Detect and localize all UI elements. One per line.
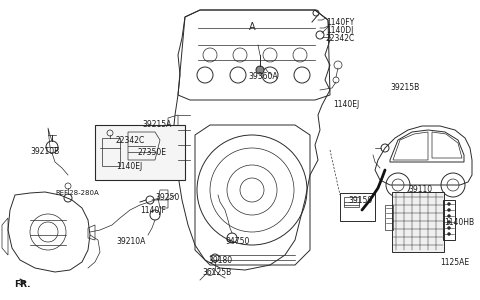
Text: 39210A: 39210A <box>116 237 145 246</box>
Text: 39215A: 39215A <box>142 120 171 129</box>
Text: 1140FY: 1140FY <box>326 18 354 27</box>
Text: 39250: 39250 <box>155 193 179 202</box>
Bar <box>95 125 185 180</box>
Bar <box>385 205 393 230</box>
Text: A: A <box>249 22 255 32</box>
Text: 1140JF: 1140JF <box>140 206 166 215</box>
Text: 27350E: 27350E <box>138 148 167 157</box>
Text: 22342C: 22342C <box>326 34 355 43</box>
Circle shape <box>256 66 264 74</box>
Text: 1140DJ: 1140DJ <box>326 26 353 35</box>
Text: 1140EJ: 1140EJ <box>333 100 359 109</box>
Text: 39215B: 39215B <box>390 83 419 92</box>
Text: 39180: 39180 <box>208 256 232 265</box>
Circle shape <box>447 208 451 211</box>
Text: REF.28-280A: REF.28-280A <box>55 190 99 196</box>
Text: 1140EJ: 1140EJ <box>116 162 142 171</box>
Bar <box>340 193 375 221</box>
Text: 39360A: 39360A <box>248 72 277 81</box>
Bar <box>344 197 359 207</box>
Text: 1140HB: 1140HB <box>444 218 474 227</box>
Text: 39110: 39110 <box>408 185 432 194</box>
Bar <box>392 192 444 252</box>
Circle shape <box>447 214 451 218</box>
Text: 1125AE: 1125AE <box>440 258 469 267</box>
Text: 36125B: 36125B <box>202 268 231 277</box>
Circle shape <box>447 226 451 230</box>
Text: 94750: 94750 <box>225 237 250 246</box>
Text: 39150: 39150 <box>348 196 372 205</box>
Text: 22342C: 22342C <box>115 136 144 145</box>
Circle shape <box>447 232 451 236</box>
Text: 39210B: 39210B <box>30 147 59 156</box>
Circle shape <box>447 202 451 206</box>
Text: FR.: FR. <box>14 280 31 289</box>
Circle shape <box>447 220 451 224</box>
Bar <box>102 138 120 166</box>
Bar <box>443 200 455 240</box>
